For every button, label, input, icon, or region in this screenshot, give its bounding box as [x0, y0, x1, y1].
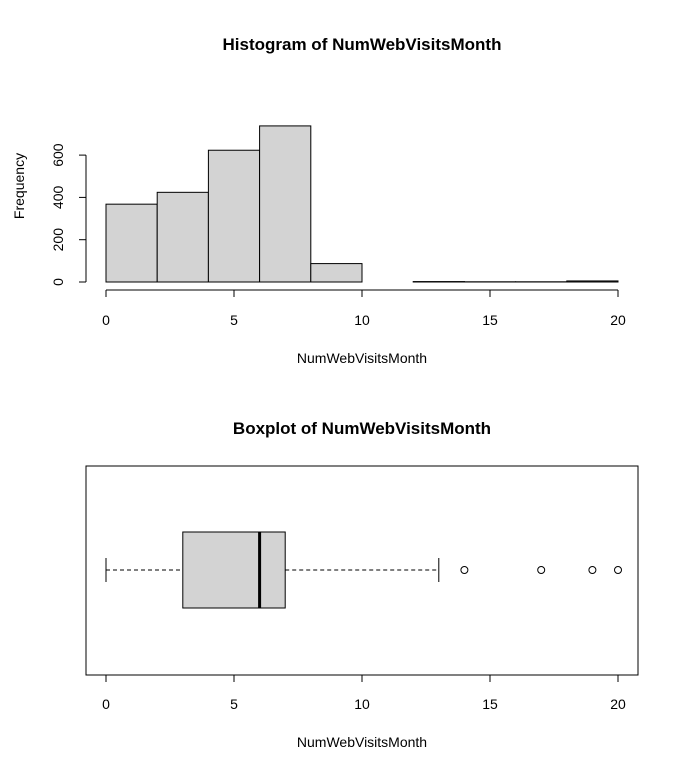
- boxplot-frame: [85, 465, 639, 676]
- histogram-x-tick-label: 10: [354, 312, 370, 328]
- boxplot-title: Boxplot of NumWebVisitsMonth: [233, 419, 491, 438]
- histogram-x-tick-label: 15: [482, 312, 498, 328]
- boxplot-x-tick-label: 15: [482, 696, 498, 712]
- histogram-y-tick-label: 0: [50, 278, 66, 286]
- histogram-x-tick-label: 0: [102, 312, 110, 328]
- boxplot-x-tick-label: 5: [230, 696, 238, 712]
- histogram-y-tick-label: 200: [50, 228, 66, 252]
- histogram-bar-1: [156, 191, 209, 283]
- histogram-bar-3: [259, 125, 312, 283]
- boxplot-outlier-point: [537, 566, 546, 574]
- boxplot-panel: Boxplot of NumWebVisitsMonth 0 5 10 15 20 Nu…: [85, 419, 639, 750]
- boxplot-x-tick-label: 0: [102, 696, 110, 712]
- histogram-title: Histogram of NumWebVisitsMonth: [223, 35, 502, 54]
- histogram-bar-4: [310, 263, 363, 283]
- histogram-x-tick-label: 20: [610, 312, 626, 328]
- histogram-bar-0: [105, 203, 158, 283]
- histogram-x-label: NumWebVisitsMonth: [297, 350, 427, 366]
- histogram-bar-2: [207, 149, 261, 283]
- boxplot-outlier-point: [614, 566, 622, 574]
- histogram-x-axis: 0 5 10 15 20: [102, 289, 626, 328]
- histogram-y-axis: 0 200 400 600: [50, 143, 87, 286]
- boxplot-outlier-point: [460, 566, 469, 574]
- histogram-bar-9: [566, 280, 619, 283]
- boxplot-x-tick-label: 20: [610, 696, 626, 712]
- histogram-panel: Histogram of NumWebVisitsMonth 0 5 10 15 20 …: [11, 35, 626, 366]
- histogram-y-tick-label: 600: [50, 143, 66, 167]
- histogram-bars: [105, 125, 619, 283]
- histogram-x-tick-label: 5: [230, 312, 238, 328]
- boxplot-marks: [105, 531, 622, 609]
- boxplot-box: [182, 531, 286, 609]
- boxplot-x-tick-label: 10: [354, 696, 370, 712]
- histogram-y-tick-label: 400: [50, 186, 66, 210]
- boxplot-outlier-point: [588, 566, 597, 574]
- boxplot-x-axis: 0 5 10 15 20: [102, 674, 626, 712]
- histogram-y-label: Frequency: [11, 153, 27, 219]
- boxplot-x-label: NumWebVisitsMonth: [297, 734, 427, 750]
